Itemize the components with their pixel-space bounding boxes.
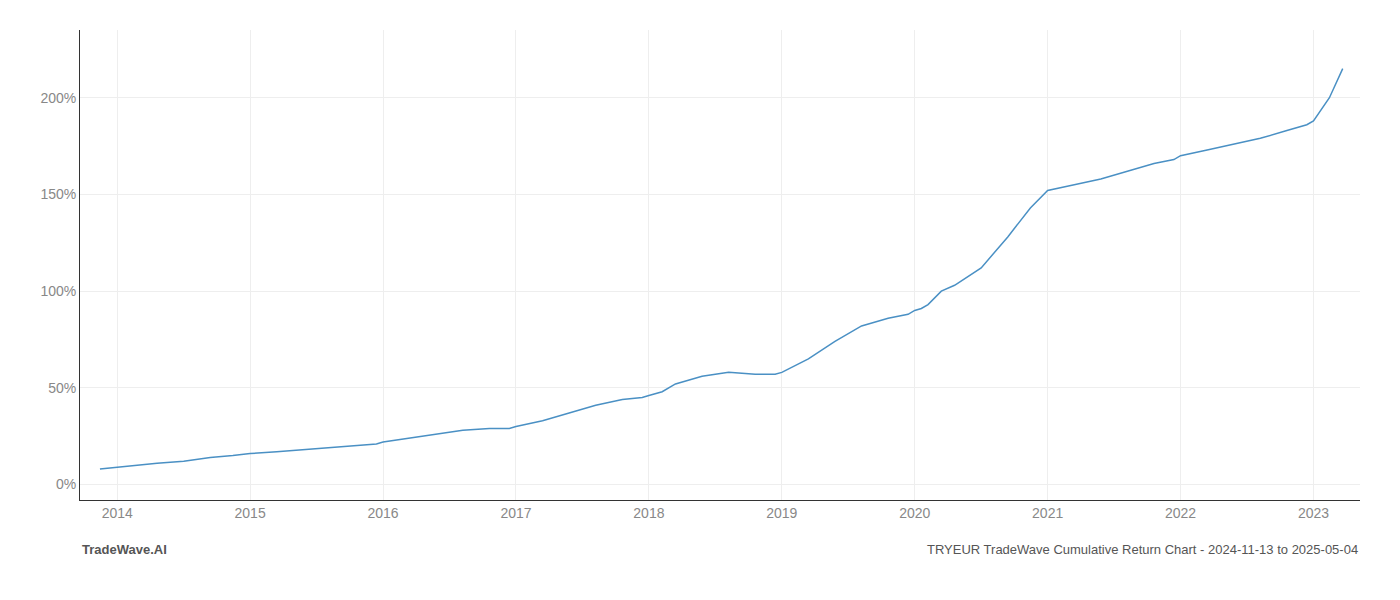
svg-text:2021: 2021 — [1032, 505, 1063, 521]
svg-text:2015: 2015 — [235, 505, 266, 521]
svg-text:2018: 2018 — [633, 505, 664, 521]
svg-text:2022: 2022 — [1165, 505, 1196, 521]
svg-text:200%: 200% — [40, 90, 76, 106]
svg-text:TRYEUR TradeWave Cumulative Re: TRYEUR TradeWave Cumulative Return Chart… — [927, 542, 1358, 557]
svg-text:2016: 2016 — [367, 505, 398, 521]
svg-text:50%: 50% — [48, 380, 76, 396]
svg-text:0%: 0% — [56, 476, 76, 492]
svg-text:2019: 2019 — [766, 505, 797, 521]
svg-text:2014: 2014 — [102, 505, 133, 521]
svg-text:2020: 2020 — [899, 505, 930, 521]
svg-text:TradeWave.AI: TradeWave.AI — [82, 542, 167, 557]
svg-text:100%: 100% — [40, 283, 76, 299]
svg-text:150%: 150% — [40, 186, 76, 202]
svg-text:2023: 2023 — [1298, 505, 1329, 521]
svg-text:2017: 2017 — [500, 505, 531, 521]
